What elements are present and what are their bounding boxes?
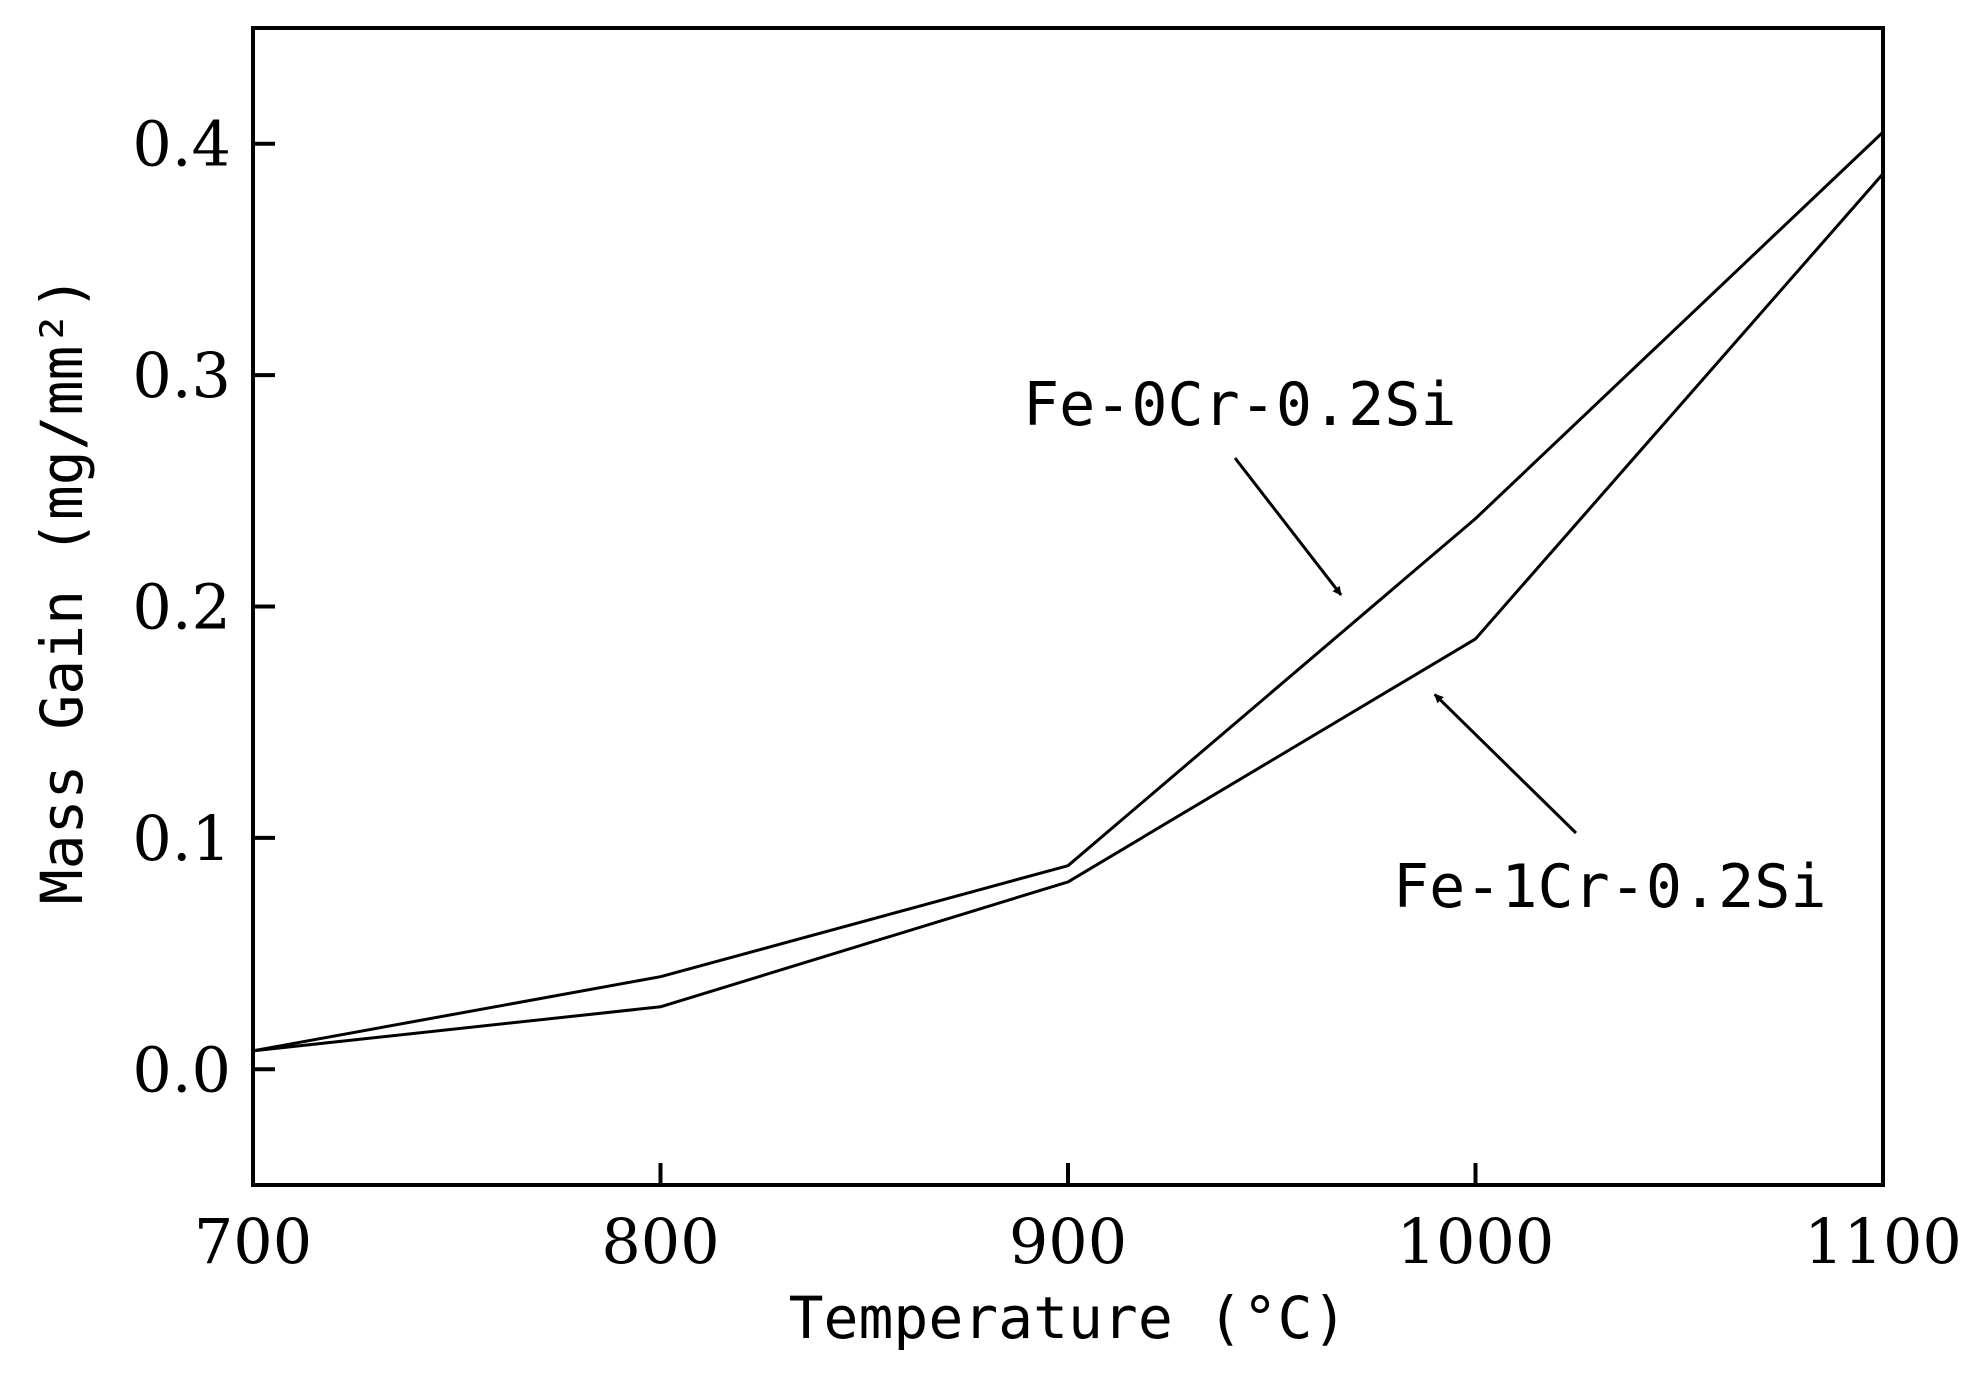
x-axis: 700 800 900 1000 1100 xyxy=(194,1163,1962,1278)
x-tick-label: 1100 xyxy=(1804,1205,1962,1278)
annotation-arrow xyxy=(1233,457,1343,596)
series-line-1 xyxy=(252,172,1885,1053)
y-axis-title: Mass Gain (mg/mm²) xyxy=(28,276,96,905)
annotation-layer: Fe-0Cr-0.2Si Fe-1Cr-0.2Si xyxy=(1023,370,1826,922)
x-tick-label: 1000 xyxy=(1397,1205,1555,1278)
series-line-0 xyxy=(252,131,1885,1053)
x-axis-title: Temperature (°C) xyxy=(789,1284,1348,1352)
x-tick-label: 800 xyxy=(601,1205,719,1278)
x-tick-label: 700 xyxy=(194,1205,312,1278)
y-tick-label: 0.4 xyxy=(132,108,231,181)
y-tick-label: 0.1 xyxy=(132,802,231,875)
x-tick-label: 900 xyxy=(1009,1205,1127,1278)
y-axis: 0.0 0.1 0.2 0.3 0.4 xyxy=(132,108,275,1106)
series-label: Fe-1Cr-0.2Si xyxy=(1393,852,1826,922)
y-tick-label: 0.2 xyxy=(132,571,231,644)
y-tick-label: 0.0 xyxy=(132,1033,231,1106)
plot-frame xyxy=(251,26,1885,1187)
series-layer xyxy=(252,131,1885,1053)
y-tick-label: 0.3 xyxy=(132,339,231,412)
series-label: Fe-0Cr-0.2Si xyxy=(1023,370,1456,440)
annotation-arrow xyxy=(1433,693,1578,835)
